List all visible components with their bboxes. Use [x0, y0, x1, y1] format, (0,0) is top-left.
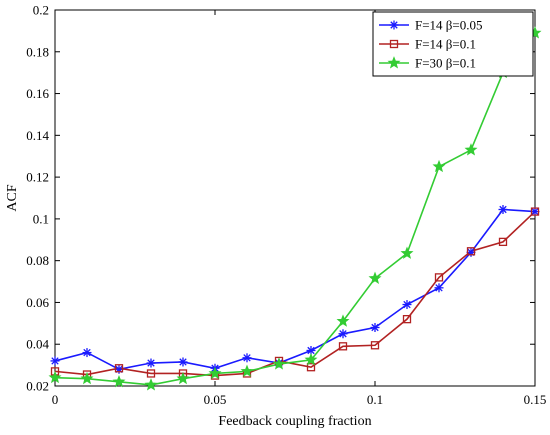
data-point	[208, 366, 222, 379]
series-line	[54, 210, 536, 377]
data-point	[432, 159, 446, 173]
legend-label: F=30 β=0.1	[415, 56, 476, 71]
data-point	[434, 273, 444, 282]
y-tick-label: 0.02	[26, 379, 49, 394]
x-tick-label: 0	[52, 392, 59, 407]
data-point	[403, 300, 411, 309]
data-point	[387, 56, 401, 69]
data-point	[243, 354, 251, 362]
data-point	[499, 205, 507, 214]
data-point	[112, 374, 126, 388]
legend-label: F=14 β=0.05	[415, 18, 483, 33]
data-point	[176, 371, 190, 385]
data-point	[390, 21, 398, 29]
data-point	[435, 284, 443, 292]
y-tick-label: 0.08	[26, 253, 49, 268]
x-axis-title: Feedback coupling fraction	[218, 414, 371, 429]
x-tick-label: 0.1	[367, 392, 383, 407]
x-tick-label: 0.05	[204, 392, 227, 407]
data-point	[402, 315, 412, 324]
data-point	[179, 358, 187, 366]
data-point	[147, 359, 155, 367]
x-tick-label: 0.15	[524, 392, 547, 407]
data-point	[466, 247, 476, 256]
series-lines	[54, 32, 536, 386]
data-point	[371, 323, 379, 332]
y-tick-label: 0.14	[26, 128, 49, 143]
data-point	[531, 207, 539, 216]
data-point	[304, 353, 318, 366]
data-point	[146, 369, 156, 378]
legend-label: F=14 β=0.1	[415, 37, 476, 52]
series-line	[54, 32, 536, 386]
data-point	[51, 357, 59, 365]
data-point	[339, 330, 347, 338]
data-point	[400, 246, 414, 259]
data-point	[530, 207, 540, 216]
data-point	[498, 237, 508, 247]
y-tick-label: 0.1	[33, 211, 49, 226]
data-point	[83, 348, 91, 357]
data-point	[307, 346, 315, 355]
y-axis-title: ACF	[5, 184, 20, 211]
data-point	[272, 357, 286, 370]
data-point	[338, 342, 348, 351]
legend: F=14 β=0.05 F=14 β=0.1 F=30 β=0.1	[372, 11, 534, 77]
data-point	[80, 371, 94, 385]
data-point	[336, 314, 350, 327]
axis-ticks: 0 0.05 0.1 0.15 0.02 0.04 0.06 0.08 0.1 0.12 0.14 0…	[26, 3, 546, 408]
y-tick-label: 0.04	[26, 337, 49, 352]
y-tick-label: 0.2	[33, 3, 49, 18]
y-tick-label: 0.18	[26, 44, 49, 59]
data-point	[114, 364, 124, 373]
data-point	[389, 39, 399, 49]
series-line	[54, 208, 536, 371]
data-point	[240, 364, 254, 377]
data-point	[370, 341, 380, 350]
data-point	[144, 378, 158, 391]
data-point	[306, 363, 316, 372]
data-point	[464, 143, 478, 156]
y-tick-label: 0.16	[26, 86, 49, 101]
y-tick-label: 0.06	[26, 295, 49, 310]
data-point	[48, 370, 62, 384]
data-point	[368, 271, 382, 284]
y-tick-label: 0.12	[26, 170, 49, 185]
